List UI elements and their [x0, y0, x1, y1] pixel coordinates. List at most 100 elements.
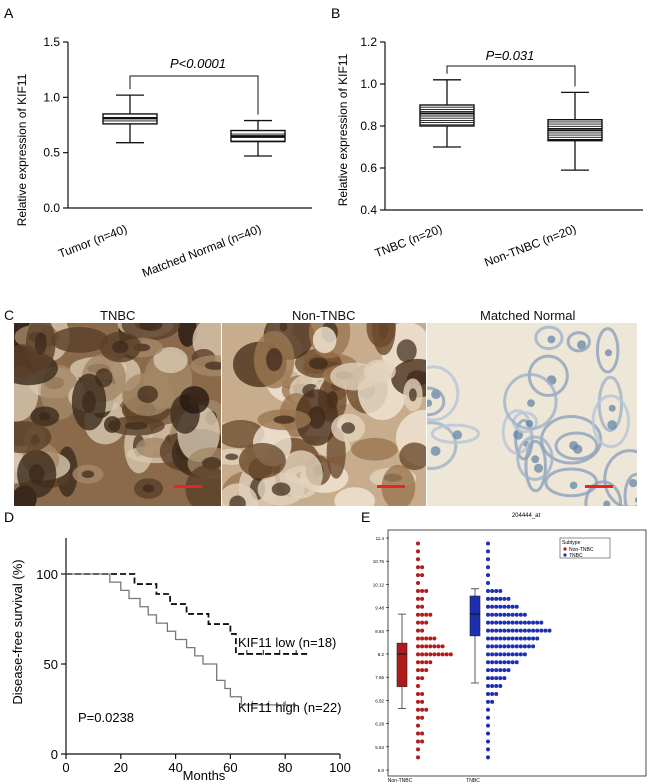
- y-tick-label: 100: [36, 567, 58, 582]
- panel-e-letter: E: [361, 509, 370, 525]
- sample-dot: [490, 660, 495, 665]
- sample-dot: [436, 652, 441, 657]
- sample-dot: [527, 620, 531, 625]
- sample-dot: [522, 652, 527, 657]
- sample-dot: [420, 620, 425, 625]
- sample-dot: [502, 604, 507, 609]
- sample-dot: [498, 652, 503, 657]
- sample-dot: [502, 612, 507, 617]
- sample-dot: [416, 731, 420, 736]
- panel-b-boxes: [419, 65, 603, 171]
- sample-dot: [424, 612, 429, 617]
- panel-e-legend-nontnbc: Non-TNBC: [569, 547, 594, 553]
- panel-b-group-label-1: TNBC (n=20): [373, 222, 444, 261]
- sample-dot: [486, 731, 490, 736]
- panel-a-group-label-1: Tumor (n=40): [56, 222, 129, 261]
- sample-dot: [522, 636, 527, 641]
- sample-dot: [424, 636, 429, 641]
- sample-dot: [502, 620, 507, 625]
- sample-dot: [494, 636, 499, 641]
- panel-a-pvalue: P<0.0001: [170, 56, 226, 71]
- box-2: [469, 588, 481, 684]
- panel-c-letter: C: [4, 307, 15, 323]
- scale-bar: [377, 485, 405, 488]
- sample-dot: [490, 644, 495, 649]
- sample-dot: [510, 604, 515, 609]
- sample-dot: [490, 652, 495, 657]
- sample-dot: [424, 644, 429, 649]
- sample-dot: [490, 604, 495, 609]
- sample-dot: [420, 588, 425, 593]
- sample-dot: [416, 620, 420, 625]
- sample-dot: [547, 628, 552, 633]
- sample-dot: [420, 604, 425, 609]
- sample-dot: [486, 699, 490, 704]
- sample-dot: [444, 652, 449, 657]
- sample-dot: [490, 699, 495, 704]
- sample-dot: [486, 660, 490, 665]
- sample-dot: [416, 660, 420, 665]
- sample-dot: [436, 644, 441, 649]
- box-2: [230, 119, 286, 157]
- sample-dot: [486, 612, 490, 617]
- panel-e-xlabel-nontnbc: Non-TNBC: [388, 778, 413, 784]
- sample-dot: [494, 676, 499, 681]
- sample-dot: [486, 668, 490, 673]
- significance-bracket: [446, 65, 576, 87]
- y-tick-label: 0: [51, 747, 58, 762]
- sample-dot: [416, 739, 420, 744]
- sample-dot: [531, 636, 536, 641]
- sample-dot: [424, 660, 429, 665]
- sample-dot: [518, 644, 523, 649]
- sample-dot: [486, 652, 490, 657]
- sample-dot: [420, 715, 425, 720]
- sample-dot: [535, 628, 540, 633]
- sample-dot: [416, 573, 420, 578]
- sample-dot: [518, 612, 523, 617]
- sample-dot: [498, 644, 503, 649]
- sample-dot: [416, 557, 420, 562]
- sample-dot: [486, 636, 490, 641]
- sample-dot: [531, 628, 536, 633]
- sample-dot: [424, 620, 429, 625]
- panel-e-legend-tnbc: TNBC: [569, 553, 583, 559]
- panel-e-legend-title: Subtype: [562, 540, 581, 546]
- sample-dot: [420, 565, 425, 570]
- sample-dot: [486, 739, 490, 744]
- sample-dot: [494, 668, 499, 673]
- y-tick-label: 8.2: [378, 652, 385, 657]
- sample-dot: [486, 557, 490, 562]
- y-tick-label: 10.12: [373, 582, 385, 587]
- sample-dot: [527, 636, 531, 641]
- sample-dot: [522, 628, 527, 633]
- sample-dot: [506, 612, 511, 617]
- sample-dot: [428, 612, 433, 617]
- sample-dot: [502, 676, 507, 681]
- sample-dot: [420, 660, 425, 665]
- sample-dot: [498, 604, 503, 609]
- sample-dot: [498, 588, 503, 593]
- sample-dot: [420, 612, 425, 617]
- sample-dot: [416, 581, 420, 586]
- sample-dot: [502, 652, 507, 657]
- panel-a-letter: A: [4, 5, 14, 21]
- sample-dot: [494, 684, 499, 689]
- sample-dot: [416, 588, 420, 593]
- y-tick-label: 50: [44, 657, 58, 672]
- sample-dot: [498, 596, 503, 601]
- sample-dot: [498, 636, 503, 641]
- sample-dot: [486, 707, 490, 712]
- sample-dot: [432, 636, 437, 641]
- panel-b-group-label-2: Non-TNBC (n=20): [482, 222, 578, 270]
- panel-a-ylabel: Relative expression of KIF11: [15, 73, 29, 226]
- box-2: [547, 91, 603, 171]
- x-tick-label: 0: [62, 760, 69, 775]
- sample-dot: [498, 628, 503, 633]
- sample-dot: [428, 636, 433, 641]
- sample-dot: [432, 644, 437, 649]
- sample-dot: [420, 731, 425, 736]
- sample-dot: [420, 676, 425, 681]
- sample-dot: [420, 691, 425, 696]
- sample-dot: [514, 636, 519, 641]
- significance-bracket: [129, 75, 259, 115]
